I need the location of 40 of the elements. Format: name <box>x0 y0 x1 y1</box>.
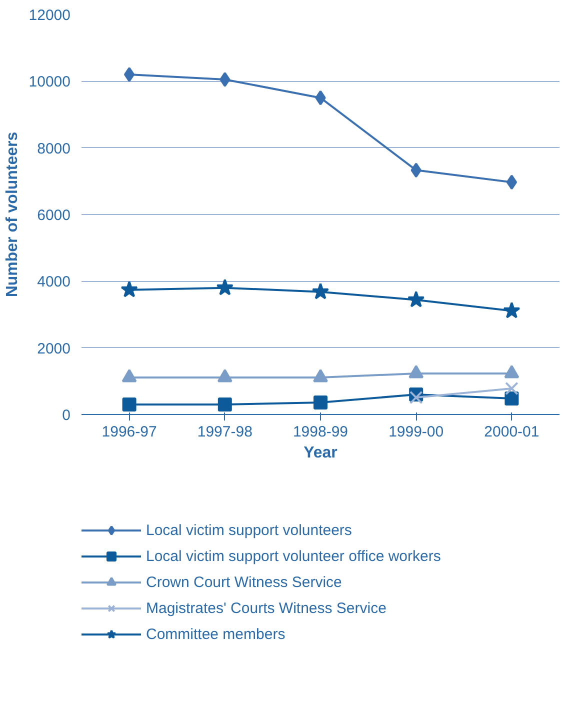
point <box>313 368 328 382</box>
x-tick-label: 1997-98 <box>197 424 252 440</box>
x-tick-label: 2000-01 <box>484 424 540 440</box>
point <box>504 364 520 378</box>
point <box>505 382 518 396</box>
point <box>408 364 424 378</box>
point <box>410 162 422 178</box>
point <box>504 392 519 406</box>
legend-label: Local victim support volunteers <box>146 522 352 538</box>
y-tick-label: 4000 <box>37 274 71 291</box>
point <box>503 302 520 318</box>
x-tick-label: 1999-00 <box>388 424 444 440</box>
point <box>407 290 425 308</box>
legend-label: Crown Court Witness Service <box>146 574 342 590</box>
point <box>409 390 423 404</box>
y-tick-label: 10000 <box>28 74 71 91</box>
y-tick-label: 0 <box>62 407 70 424</box>
point <box>218 398 232 412</box>
y-axis-title: Number of volunteers <box>4 132 21 298</box>
point <box>506 174 518 190</box>
point <box>122 368 137 382</box>
point <box>216 278 234 296</box>
y-tick-label: 6000 <box>37 207 71 224</box>
x-tick-label: 1996-97 <box>102 424 157 440</box>
point <box>124 67 135 82</box>
x-axis-title: Year <box>304 444 338 462</box>
point <box>217 368 232 382</box>
y-tick-label: 2000 <box>37 340 71 358</box>
point <box>120 280 138 298</box>
point <box>312 282 330 300</box>
point <box>314 396 328 410</box>
legend-label: Magistrates' Courts Witness Service <box>146 600 386 616</box>
point <box>315 90 326 106</box>
point <box>220 72 230 87</box>
y-tick-label: 12000 <box>28 7 71 24</box>
legend-label: Committee members <box>146 626 286 642</box>
x-tick-label: 1998-99 <box>292 424 348 440</box>
legend-label: Local victim support volunteer office workers <box>146 548 441 564</box>
point <box>122 398 136 412</box>
y-tick-label: 8000 <box>37 140 71 158</box>
